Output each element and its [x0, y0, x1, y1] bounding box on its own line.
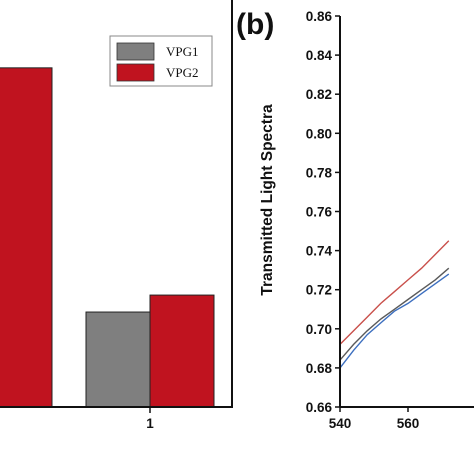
line-chart-panel: (b) Transmitted Light Spectra 0.660.680.…	[236, 8, 474, 431]
x-tick-label: 540	[329, 416, 352, 431]
series-line-0	[339, 240, 450, 345]
legend-swatch-vpg2	[116, 63, 155, 82]
y-tick-label: 0.78	[306, 165, 333, 180]
series-lines	[339, 240, 450, 369]
x-tick-label: 560	[397, 416, 420, 431]
legend-label-vpg2: VPG2	[166, 65, 199, 80]
bar-chart-panel: 1 VPG1 VPG2	[0, 0, 233, 431]
y-tick-label: 0.70	[306, 322, 332, 337]
bar-legend: VPG1 VPG2	[109, 35, 213, 87]
y-tick-label: 0.84	[306, 48, 333, 63]
panel-label-b: (b)	[236, 8, 274, 41]
y-axis-ticks: 0.66 0.68 0.70 0.72 0.74 0.76 0.78 0.80 0.82 0.84…	[306, 9, 340, 415]
x-axis-ticks: 540 560	[329, 407, 420, 431]
y-tick-label: 0.76	[306, 205, 333, 220]
y-tick-label: 0.68	[306, 361, 333, 376]
y-tick-label: 0.86	[306, 9, 333, 24]
series-line-1	[339, 267, 450, 361]
y-tick-label: 0.66	[306, 400, 333, 415]
y-axis-title: Transmitted Light Spectra	[259, 104, 276, 296]
legend-swatch-vpg1	[116, 42, 155, 61]
legend-label-vpg1: VPG1	[166, 44, 199, 59]
bar-vpg2-1	[149, 294, 215, 408]
y-tick-label: 0.82	[306, 87, 332, 102]
bar-group	[0, 67, 215, 408]
bar-x-tick-label: 1	[146, 416, 154, 431]
y-tick-label: 0.72	[306, 283, 332, 298]
y-tick-label: 0.74	[306, 244, 333, 259]
y-tick-label: 0.80	[306, 126, 332, 141]
bar-vpg2-0	[0, 67, 53, 408]
series-line-2	[339, 273, 450, 369]
bar-vpg1-1	[85, 311, 151, 408]
